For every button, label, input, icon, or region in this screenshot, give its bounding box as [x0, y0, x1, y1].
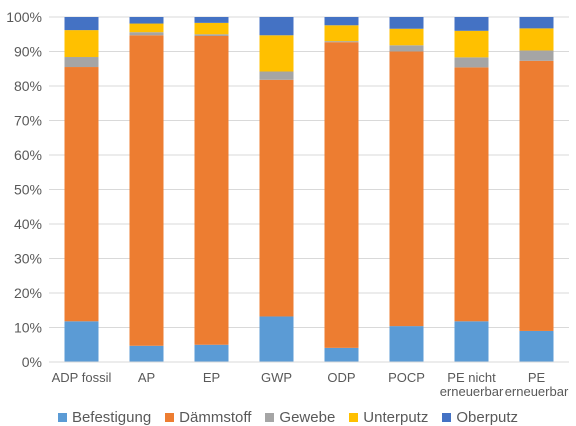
bar-segment-befestigung: [454, 321, 489, 362]
bar-segment-d-mmstoff: [519, 60, 554, 331]
bar-segment-gewebe: [389, 45, 424, 52]
bar-segment-unterputz: [324, 25, 359, 42]
legend-label: Dämmstoff: [179, 408, 252, 426]
bar-segment-befestigung: [129, 345, 164, 362]
bar-segment-gewebe: [64, 57, 99, 68]
x-tick-label: PE erneuerbar: [505, 370, 569, 399]
bar-segment-oberputz: [519, 17, 554, 29]
bar-segment-unterputz: [519, 28, 554, 51]
legend-item: Oberputz: [442, 409, 518, 426]
bar-segment-gewebe: [194, 34, 229, 36]
legend-item: Unterputz: [349, 409, 428, 426]
bar-segment-befestigung: [194, 344, 229, 362]
bar-segment-unterputz: [64, 30, 99, 58]
bar-segment-befestigung: [389, 326, 424, 362]
legend-item: Gewebe: [265, 409, 335, 426]
bar-segment-d-mmstoff: [194, 35, 229, 345]
legend-label: Befestigung: [71, 408, 152, 426]
x-tick-label: ODP: [327, 370, 355, 385]
bar-segment-d-mmstoff: [389, 51, 424, 327]
bar-segment-oberputz: [454, 17, 489, 31]
legend-item: Dämmstoff: [165, 409, 251, 426]
bar-segment-d-mmstoff: [454, 67, 489, 322]
bar-segment-gewebe: [324, 41, 359, 43]
x-tick-label: PE nicht erneuerbar: [440, 370, 504, 399]
legend-item: Befestigung: [57, 408, 152, 426]
bar-segment-oberputz: [64, 17, 99, 31]
bar-segment-d-mmstoff: [324, 42, 359, 348]
bar-segment-gewebe: [454, 57, 489, 68]
bar-segment-befestigung: [259, 316, 294, 362]
y-tick-label: 20%: [14, 285, 42, 301]
bar-segment-d-mmstoff: [129, 35, 164, 346]
bar-segment-gewebe: [519, 50, 554, 61]
x-tick-label: EP: [203, 370, 220, 385]
x-tick-label: GWP: [261, 370, 292, 385]
bar-segment-d-mmstoff: [64, 67, 99, 322]
x-tick-label: POCP: [388, 370, 425, 385]
y-tick-label: 60%: [14, 147, 42, 163]
bar-segment-oberputz: [259, 17, 294, 36]
bar-segment-oberputz: [129, 17, 164, 24]
legend-swatch: [349, 412, 359, 422]
x-axis: ADP fossil AP EP GWP ODP POCP PE nicht erneuerb…: [49, 361, 569, 399]
bar-segment-gewebe: [129, 32, 164, 36]
legend-label: Oberputz: [456, 408, 519, 426]
x-tick-label: ADP fossil: [52, 370, 112, 385]
bar-segment-unterputz: [259, 35, 294, 72]
x-tick-label: AP: [138, 370, 155, 385]
y-tick-label: 10%: [14, 320, 42, 336]
bar-segment-gewebe: [259, 71, 294, 80]
bar-segment-unterputz: [454, 30, 489, 58]
y-tick-label: 70%: [14, 113, 42, 129]
bar-segment-befestigung: [324, 347, 359, 362]
y-tick-label: 100%: [6, 9, 42, 25]
legend-swatch: [265, 412, 275, 422]
y-tick-label: 90%: [14, 44, 42, 60]
bar-segment-unterputz: [129, 23, 164, 33]
legend-swatch: [57, 412, 67, 422]
bar-segment-oberputz: [324, 17, 359, 26]
legend: Befestigung Dämmstoff Gewebe Unterputz Oberp…: [0, 408, 576, 426]
y-tick-label: 80%: [14, 78, 42, 94]
bar-segment-befestigung: [64, 321, 99, 362]
legend-swatch: [165, 412, 175, 422]
legend-label: Unterputz: [363, 408, 429, 426]
bar-segment-befestigung: [519, 330, 554, 362]
y-tick-label: 30%: [14, 251, 42, 267]
gridlines: [49, 16, 569, 363]
bar-segment-d-mmstoff: [259, 79, 294, 317]
y-axis: 0% 10% 20% 30% 40% 50% 60% 70% 80% 90% 100%: [6, 9, 42, 370]
bar-segment-oberputz: [389, 17, 424, 29]
bar-segment-oberputz: [194, 17, 229, 23]
bar-segment-unterputz: [194, 22, 229, 35]
bars: [64, 17, 554, 362]
legend-label: Gewebe: [279, 408, 336, 426]
y-tick-label: 50%: [14, 182, 42, 198]
y-tick-label: 40%: [14, 216, 42, 232]
legend-swatch: [442, 412, 452, 422]
y-tick-label: 0%: [22, 354, 42, 370]
bar-segment-unterputz: [389, 28, 424, 46]
